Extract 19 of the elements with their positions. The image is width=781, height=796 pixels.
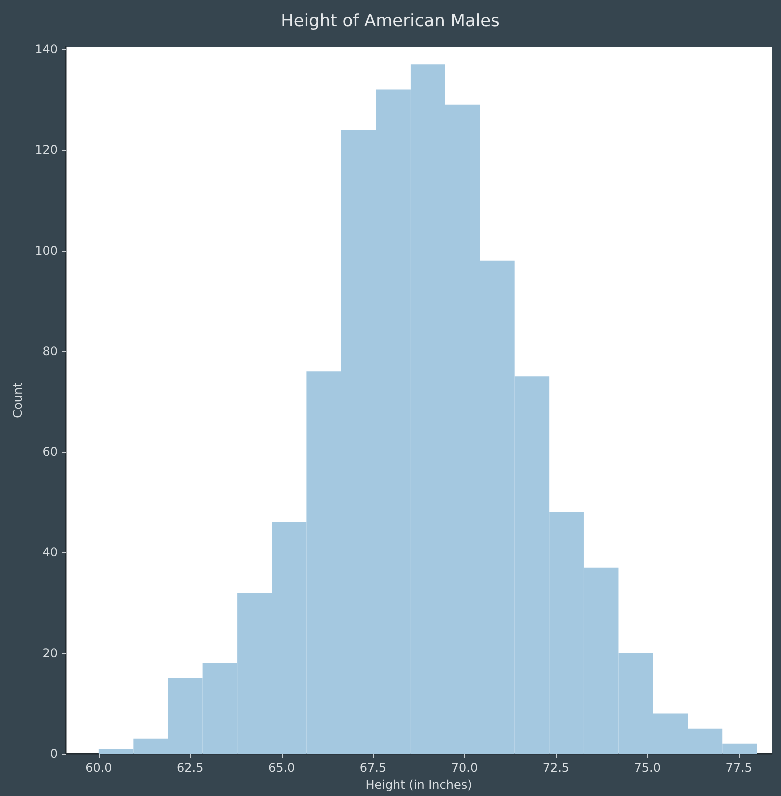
y-tick-label: 80 <box>42 344 58 358</box>
x-tick-label: 70.0 <box>451 761 478 775</box>
x-tick-label: 67.5 <box>360 761 387 775</box>
y-tick-label: 100 <box>35 244 58 258</box>
x-tick-label: 72.5 <box>542 761 570 775</box>
x-tick-label: 62.5 <box>177 761 204 775</box>
chart-title: Height of American Males <box>281 12 500 32</box>
y-tick-label: 20 <box>42 646 58 660</box>
x-tick-label: 60.0 <box>86 761 112 775</box>
y-axis-title: Count <box>11 382 25 418</box>
y-tick-label: 60 <box>42 445 58 460</box>
y-tick-label: 140 <box>35 42 58 57</box>
x-tick-label: 75.0 <box>634 761 661 775</box>
x-axis-title: Height (in Inches) <box>366 778 472 792</box>
y-tick-label: 0 <box>50 747 58 761</box>
y-tick-label: 40 <box>42 546 58 560</box>
x-tick-label: 77.5 <box>726 761 752 775</box>
x-tick-label: 65.0 <box>268 761 296 775</box>
y-tick-label: 120 <box>35 143 58 158</box>
